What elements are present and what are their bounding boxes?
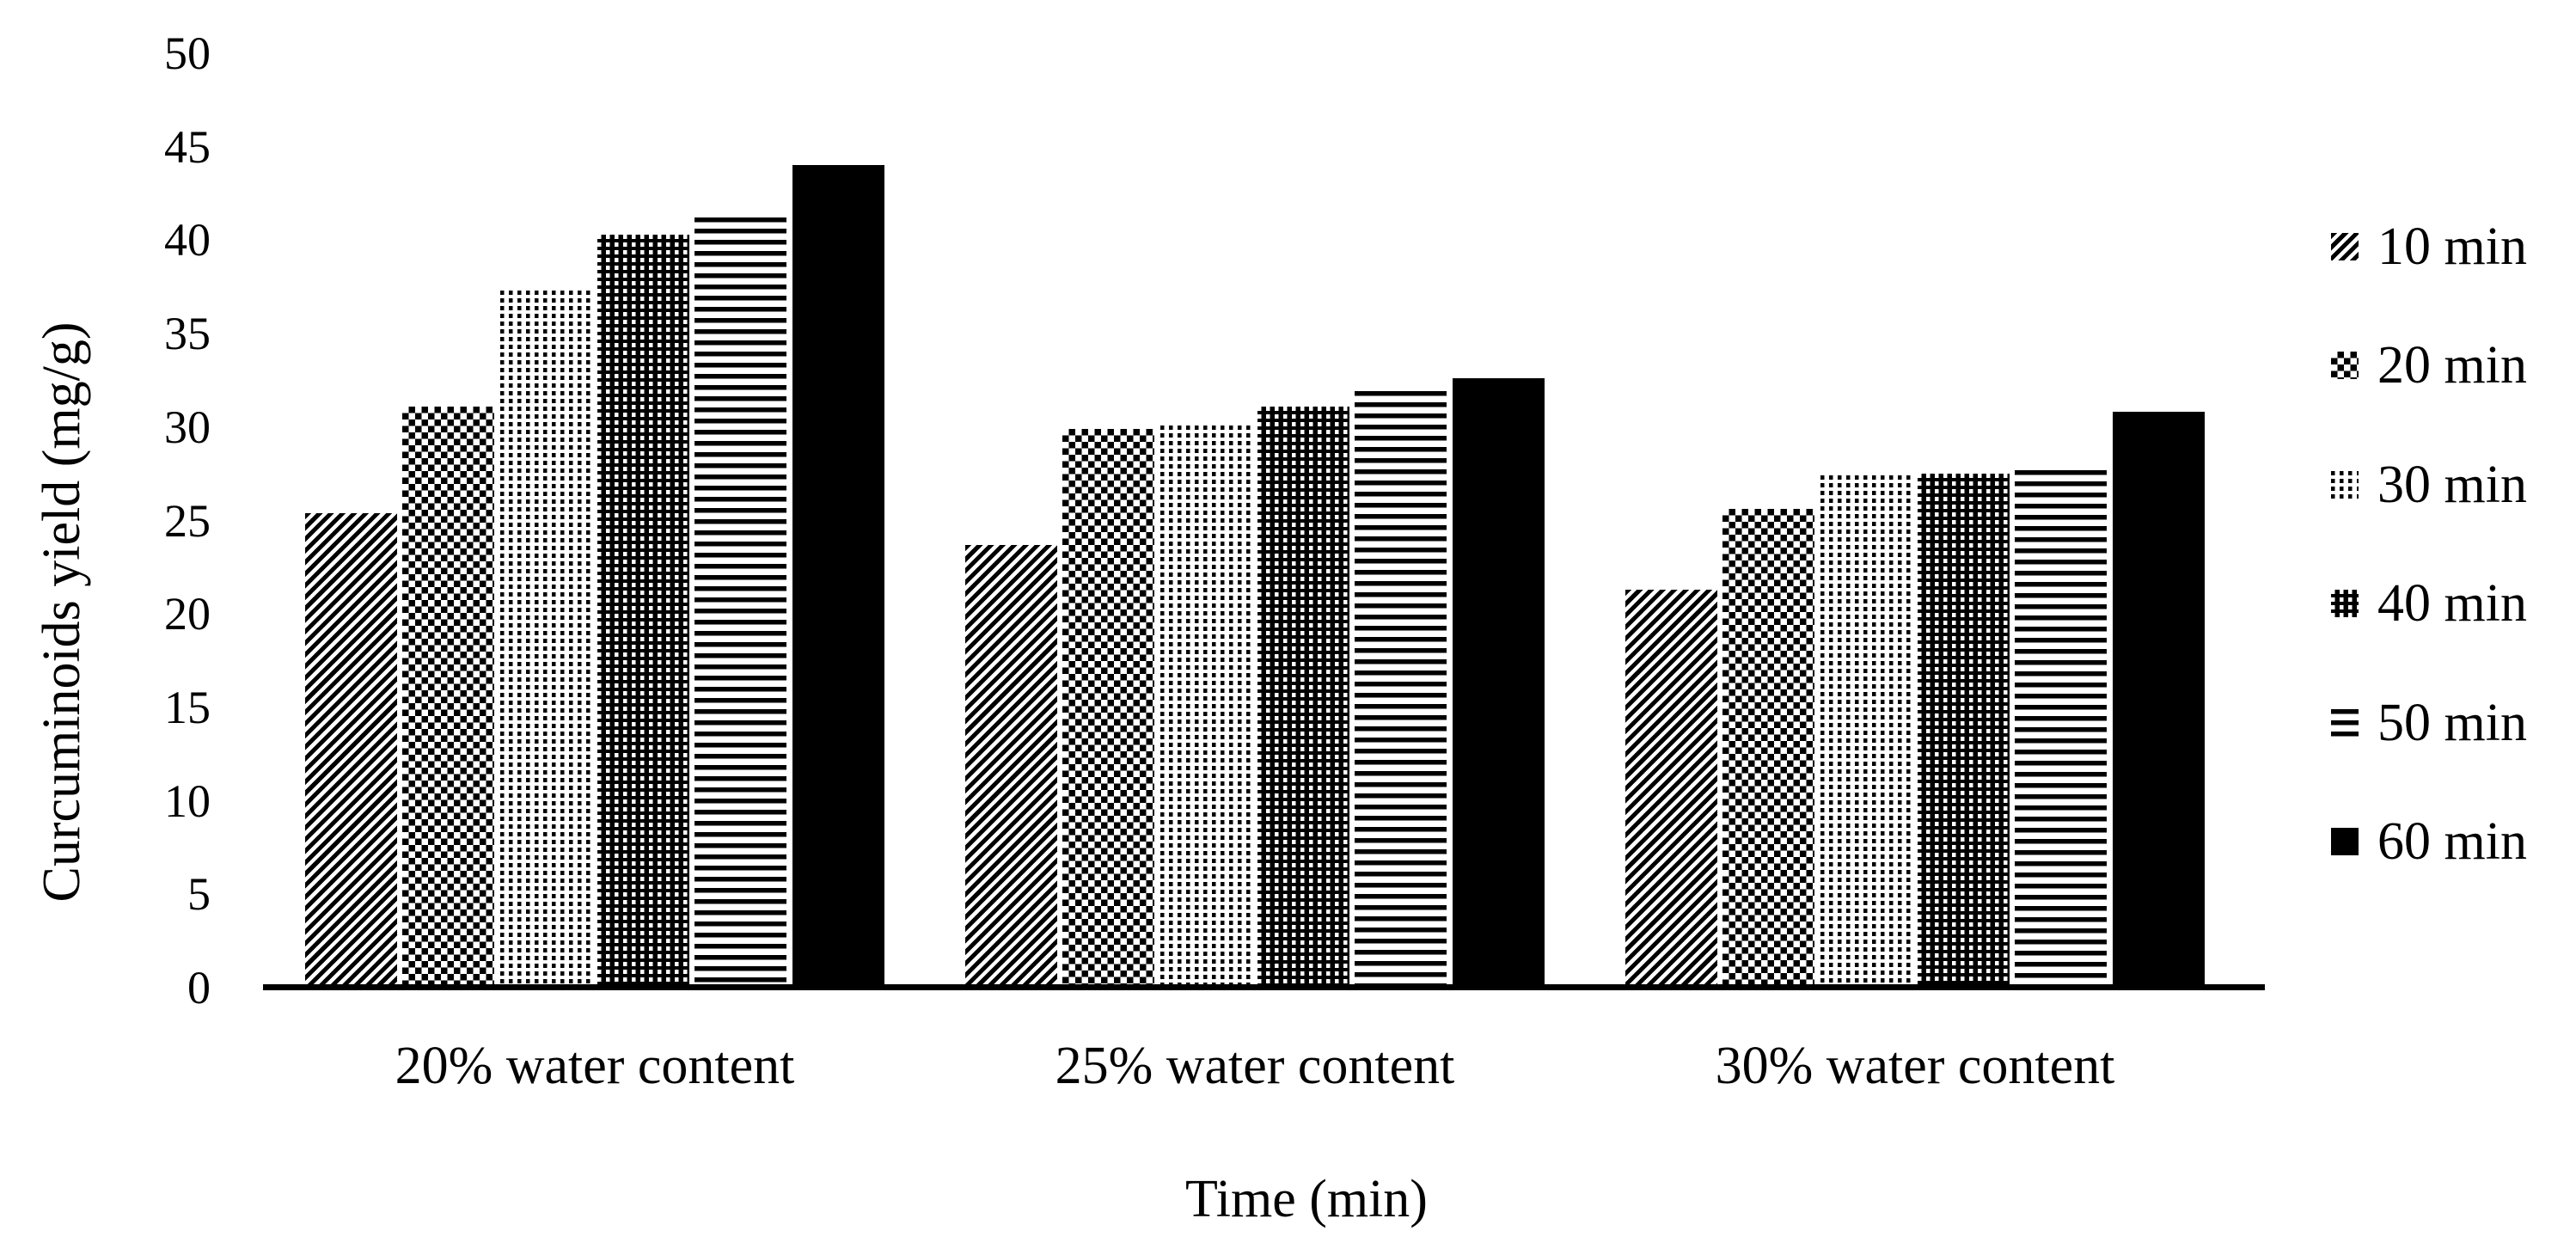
legend-marker-dots-icon bbox=[2331, 471, 2359, 499]
legend-item-10-min: 10 min bbox=[2331, 220, 2527, 273]
legend-item-40-min: 40 min bbox=[2331, 577, 2527, 630]
bar-20-water-content-50-min bbox=[694, 217, 786, 988]
bar-20-water-content-10-min bbox=[305, 513, 397, 988]
legend-label-20-min: 20 min bbox=[2377, 336, 2527, 395]
legend-label-50-min: 50 min bbox=[2377, 694, 2527, 752]
legend-label-60-min: 60 min bbox=[2377, 812, 2527, 871]
category-label-20-water-content: 20% water content bbox=[395, 1037, 795, 1095]
legend-item-50-min: 50 min bbox=[2331, 696, 2527, 750]
category-label-25-water-content: 25% water content bbox=[1055, 1037, 1455, 1095]
legend-item-30-min: 30 min bbox=[2331, 458, 2527, 511]
y-tick-45: 45 bbox=[164, 120, 211, 173]
y-tick-10: 10 bbox=[164, 775, 211, 827]
legend-label-10-min: 10 min bbox=[2377, 217, 2527, 276]
legend-label-30-min: 30 min bbox=[2377, 456, 2527, 514]
y-tick-20: 20 bbox=[164, 588, 211, 640]
bar-25-water-content-10-min bbox=[965, 545, 1057, 988]
legend-label-40-min: 40 min bbox=[2377, 574, 2527, 633]
y-tick-35: 35 bbox=[164, 308, 211, 360]
legend-item-20-min: 20 min bbox=[2331, 339, 2527, 392]
y-tick-25: 25 bbox=[164, 494, 211, 547]
y-tick-40: 40 bbox=[164, 214, 211, 266]
bar-20-water-content-30-min bbox=[500, 291, 592, 988]
legend-marker-horizontal-stripes-icon bbox=[2331, 709, 2359, 737]
y-tick-15: 15 bbox=[164, 681, 211, 733]
y-tick-0: 0 bbox=[187, 962, 211, 1013]
bar-25-water-content-20-min bbox=[1062, 429, 1154, 988]
legend-marker-diagonal-stripes-icon bbox=[2331, 233, 2359, 260]
bar-25-water-content-50-min bbox=[1355, 391, 1447, 988]
bar-25-water-content-60-min bbox=[1453, 378, 1545, 988]
legend-item-60-min: 60 min bbox=[2331, 815, 2527, 868]
y-tick-5: 5 bbox=[187, 868, 211, 921]
bar-25-water-content-40-min bbox=[1257, 407, 1349, 988]
bar-30-water-content-40-min bbox=[1918, 474, 2010, 988]
bar-30-water-content-30-min bbox=[1820, 475, 1912, 988]
bar-30-water-content-10-min bbox=[1625, 590, 1717, 988]
bar-30-water-content-50-min bbox=[2015, 470, 2107, 988]
bar-30-water-content-60-min bbox=[2113, 412, 2205, 988]
bar-20-water-content-20-min bbox=[402, 407, 494, 988]
y-axis-title: Curcuminoids yield (mg/g) bbox=[33, 321, 91, 903]
legend-marker-solid-icon bbox=[2331, 828, 2359, 855]
bar-20-water-content-40-min bbox=[597, 235, 689, 988]
legend-marker-checkerboard-icon bbox=[2331, 352, 2359, 379]
bar-25-water-content-30-min bbox=[1160, 426, 1252, 988]
x-axis-title: Time (min) bbox=[1185, 1170, 1428, 1228]
y-tick-30: 30 bbox=[164, 401, 211, 453]
bar-30-water-content-20-min bbox=[1722, 509, 1814, 988]
bar-20-water-content-60-min bbox=[792, 165, 884, 988]
x-axis-line bbox=[263, 984, 2265, 990]
y-tick-50: 50 bbox=[164, 28, 211, 79]
category-label-30-water-content: 30% water content bbox=[1715, 1037, 2115, 1095]
legend-marker-inverse-grid-icon bbox=[2331, 590, 2359, 617]
